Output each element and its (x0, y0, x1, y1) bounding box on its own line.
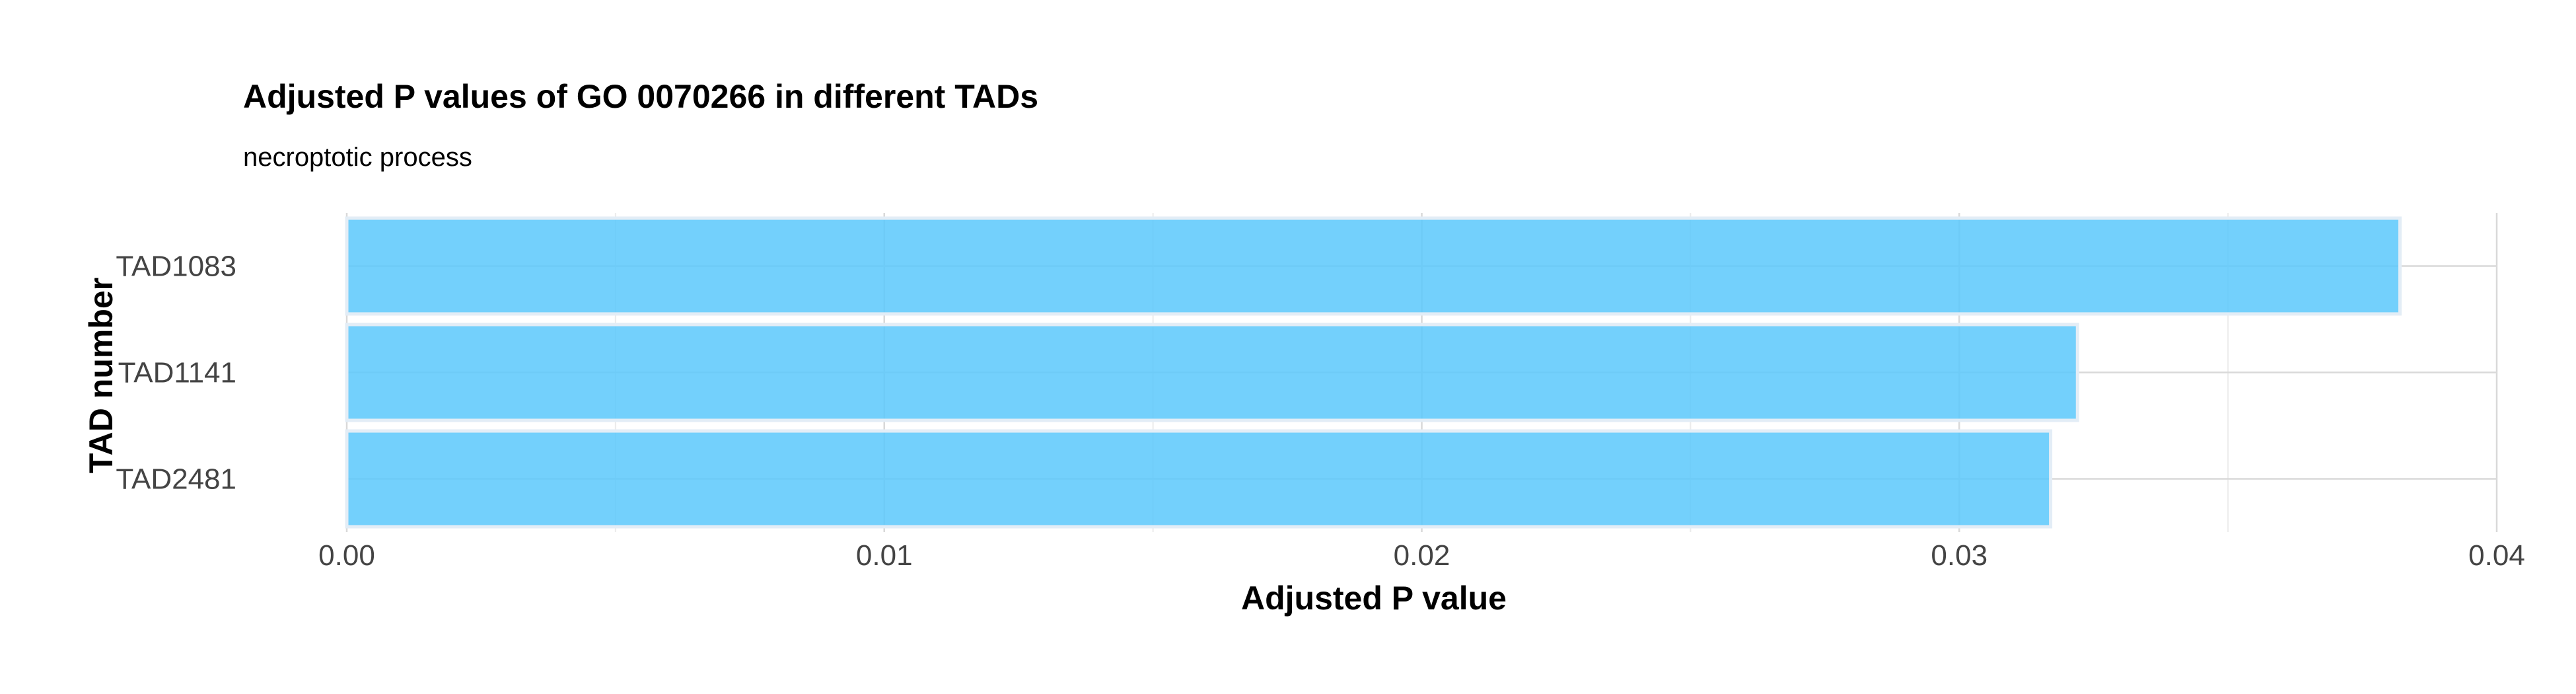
x-tick-label: 0.00 (318, 539, 375, 572)
x-tick-label: 0.03 (1931, 539, 1987, 572)
y-tick-label: TAD2481 (116, 463, 236, 496)
x-tick-label: 0.01 (856, 539, 913, 572)
bar-tad2481 (345, 429, 2053, 529)
y-tick-label: TAD1083 (116, 251, 236, 283)
chart-subtitle: necroptotic process (243, 143, 472, 172)
x-tick-labels: 0.00 0.01 0.02 0.03 0.04 (318, 539, 2525, 572)
bars (345, 216, 2402, 529)
y-tick-labels: TAD1083 TAD1141 TAD2481 (116, 251, 236, 496)
bar-tad1141 (345, 323, 2079, 422)
x-tick-label: 0.02 (1394, 539, 1450, 572)
x-axis-title: Adjusted P value (1241, 580, 1507, 617)
y-axis-title: TAD number (83, 278, 120, 473)
y-tick-label: TAD1141 (118, 357, 236, 389)
x-tick-label: 0.04 (2468, 539, 2525, 572)
bar-tad1083 (345, 216, 2402, 316)
chart-title: Adjusted P values of GO 0070266 in diffe… (243, 78, 1038, 115)
